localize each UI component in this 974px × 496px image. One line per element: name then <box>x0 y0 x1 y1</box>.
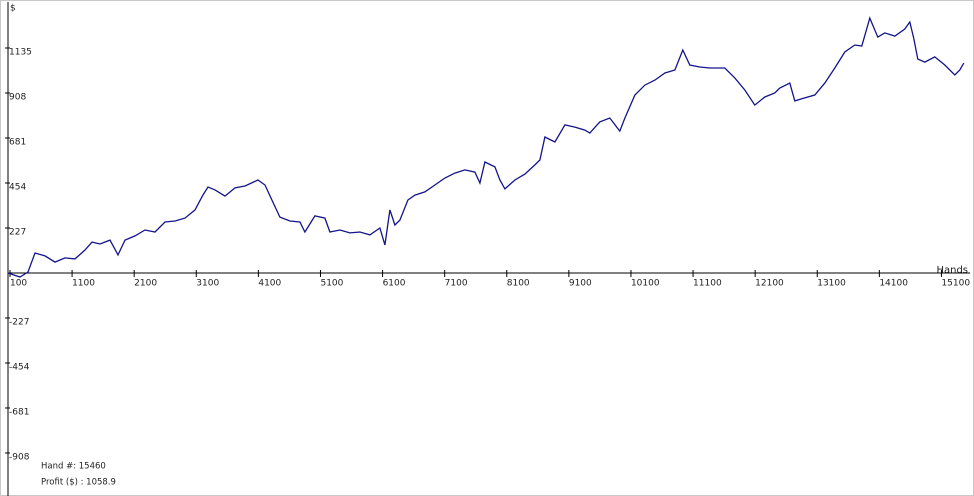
x-tick-label: 4100 <box>258 278 281 288</box>
data-line <box>7 16 965 278</box>
y-tick-label: 227 <box>9 227 26 237</box>
x-tick-label: 10100 <box>631 278 660 288</box>
x-tick-label: 2100 <box>134 278 157 288</box>
y-tick-label: 681 <box>9 137 26 147</box>
y-tick-label: 908 <box>9 92 26 102</box>
x-tick-label: 5100 <box>320 278 343 288</box>
y-tick-label: -681 <box>9 407 29 417</box>
x-tick-label: 13100 <box>817 278 846 288</box>
annotation: Profit ($) : 1058.9 <box>41 478 116 488</box>
y-tick-label: -454 <box>9 362 30 372</box>
x-tick-label: 14100 <box>879 278 908 288</box>
x-tick-label: 8100 <box>507 278 530 288</box>
y-axis-label: $ <box>10 4 16 14</box>
x-tick-label: 11100 <box>693 278 722 288</box>
x-tick-label: 15100 <box>941 278 970 288</box>
x-tick-label: 100 <box>10 278 27 288</box>
x-tick-label: 9100 <box>569 278 592 288</box>
y-tick-label: 1135 <box>9 47 32 57</box>
annotation: Hand #: 15460 <box>41 462 106 472</box>
y-tick-label: -908 <box>9 452 30 462</box>
y-tick-label: -227 <box>9 317 29 327</box>
y-tick-label: 454 <box>9 182 26 192</box>
x-tick-label: 6100 <box>383 278 406 288</box>
x-tick-label: 7100 <box>445 278 468 288</box>
x-axis-label: Hands <box>936 265 968 276</box>
x-tick-label: 12100 <box>755 278 784 288</box>
x-tick-label: 3100 <box>196 278 219 288</box>
x-tick-label: 1100 <box>72 278 95 288</box>
